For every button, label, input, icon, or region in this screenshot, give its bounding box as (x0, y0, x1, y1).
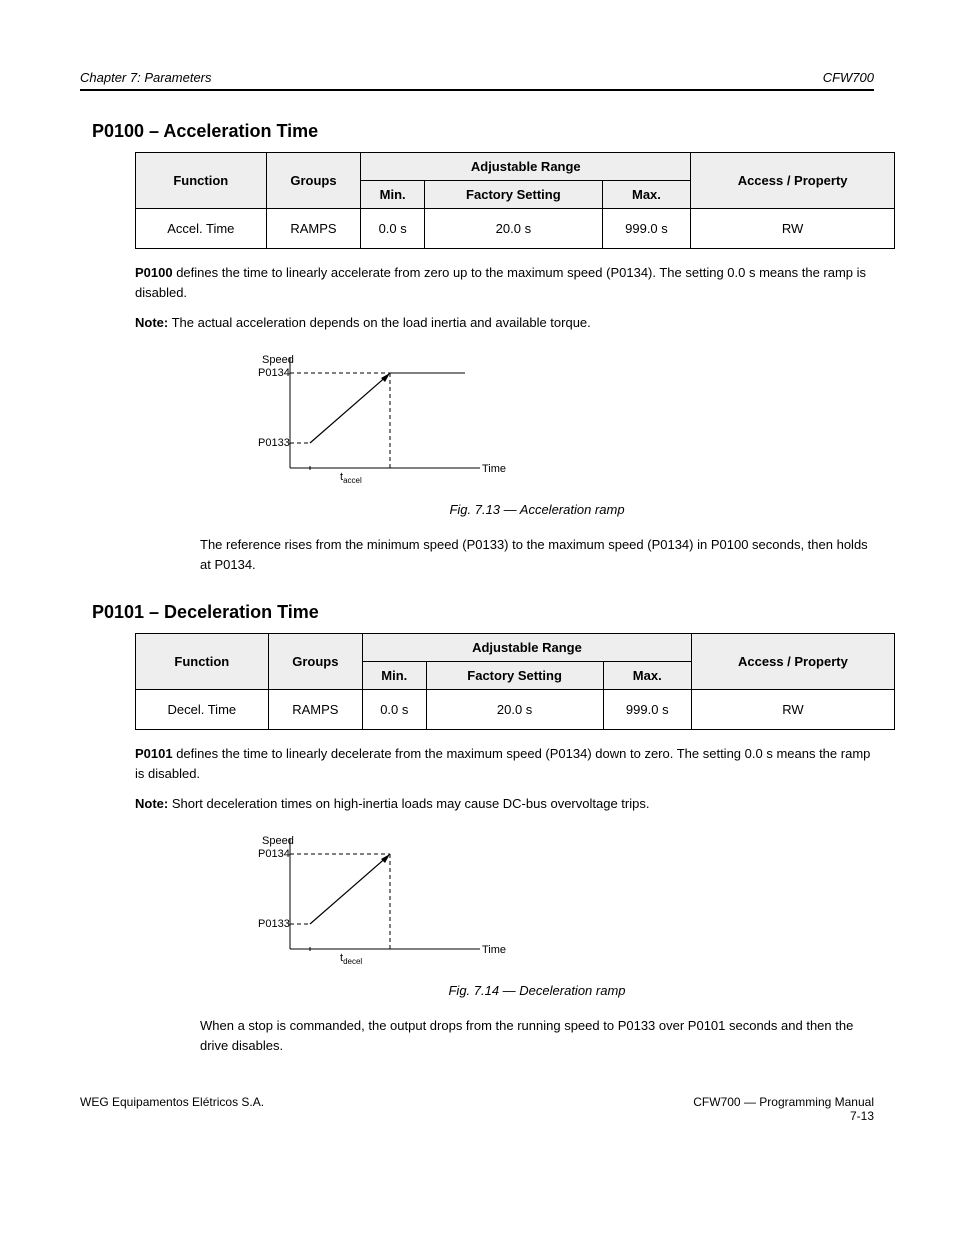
col-max: Max. (602, 181, 691, 209)
section2-note-text: Short deceleration times on high-inertia… (168, 796, 649, 811)
header-product: CFW700 (823, 70, 874, 85)
diagram1-pstart: P0133 (258, 437, 290, 449)
cell2-groups: RAMPS (268, 690, 362, 730)
section2-fig-desc: When a stop is commanded, the output dro… (200, 1016, 874, 1055)
section2-fig-caption: Fig. 7.14 — Deceleration ramp (200, 983, 874, 998)
section1-note: Note: The actual acceleration depends on… (135, 315, 874, 330)
section1-fig-desc: The reference rises from the minimum spe… (200, 535, 874, 574)
diagram1-ylabel: Speed (262, 354, 294, 366)
diagram2-pstart: P0133 (258, 918, 290, 930)
section2-para-text: defines the time to linearly decelerate … (135, 746, 870, 781)
cell2-max: 999.0 s (603, 690, 691, 730)
cell-factory: 20.0 s (425, 209, 603, 249)
section2-para-prefix: P0101 (135, 746, 173, 761)
col2-min: Min. (363, 662, 427, 690)
col2-range-group: Adjustable Range (363, 634, 692, 662)
cell2-factory: 20.0 s (426, 690, 603, 730)
section1-note-label: Note: (135, 315, 168, 330)
footer-right-2: 7-13 (850, 1109, 874, 1123)
cell2-access: RW (691, 690, 894, 730)
diagram2-xlabel: Time (482, 944, 506, 956)
section1-paragraph: P0100 defines the time to linearly accel… (135, 263, 874, 302)
diagram2-ptop: P0134 (258, 848, 290, 860)
cell-max: 999.0 s (602, 209, 691, 249)
diagram1-xlabel: Time (482, 463, 506, 475)
col-min: Min. (361, 181, 425, 209)
section1-para-text: defines the time to linearly accelerate … (135, 265, 866, 300)
section2-note: Note: Short deceleration times on high-i… (135, 796, 874, 811)
diagram2-ylabel: Speed (262, 835, 294, 847)
diagram1-t: taccel (340, 471, 362, 485)
footer-right-1: CFW700 — Programming Manual (693, 1095, 874, 1109)
col2-function: Function (136, 634, 269, 690)
col-range-group: Adjustable Range (361, 153, 691, 181)
col-groups: Groups (266, 153, 361, 209)
section1-note-text: The actual acceleration depends on the l… (168, 315, 591, 330)
section1-heading: P0100 – Acceleration Time (80, 121, 874, 142)
col-access: Access / Property (691, 153, 895, 209)
cell2-min: 0.0 s (363, 690, 427, 730)
diagram1-ptop: P0134 (258, 367, 290, 379)
section1-para-prefix: P0100 (135, 265, 173, 280)
col-function: Function (136, 153, 267, 209)
col2-groups: Groups (268, 634, 362, 690)
accel-ramp-svg: Speed P0134 P0133 Time taccel (250, 348, 510, 488)
cell-access: RW (691, 209, 895, 249)
diagram2-t: tdecel (340, 952, 362, 966)
section2-table: Function Groups Adjustable Range Access … (135, 633, 895, 730)
col2-factory: Factory Setting (426, 662, 603, 690)
col-factory: Factory Setting (425, 181, 603, 209)
cell-function: Accel. Time (136, 209, 267, 249)
header-chapter: Chapter 7: Parameters (80, 70, 212, 85)
section1-fig-caption: Fig. 7.13 — Acceleration ramp (200, 502, 874, 517)
section2-note-label: Note: (135, 796, 168, 811)
cell-groups: RAMPS (266, 209, 361, 249)
col2-max: Max. (603, 662, 691, 690)
col2-access: Access / Property (691, 634, 894, 690)
section2-diagram: Speed P0134 P0133 Time tdecel (250, 829, 550, 969)
section1-table: Function Groups Adjustable Range Access … (135, 152, 895, 249)
cell2-function: Decel. Time (136, 690, 269, 730)
section2-paragraph: P0101 defines the time to linearly decel… (135, 744, 874, 783)
section2-heading: P0101 – Deceleration Time (80, 602, 874, 623)
cell-min: 0.0 s (361, 209, 425, 249)
decel-ramp-svg: Speed P0134 P0133 Time tdecel (250, 829, 510, 969)
footer-left: WEG Equipamentos Elétricos S.A. (80, 1095, 264, 1123)
section1-diagram: Speed P0134 P0133 Time taccel (250, 348, 550, 488)
